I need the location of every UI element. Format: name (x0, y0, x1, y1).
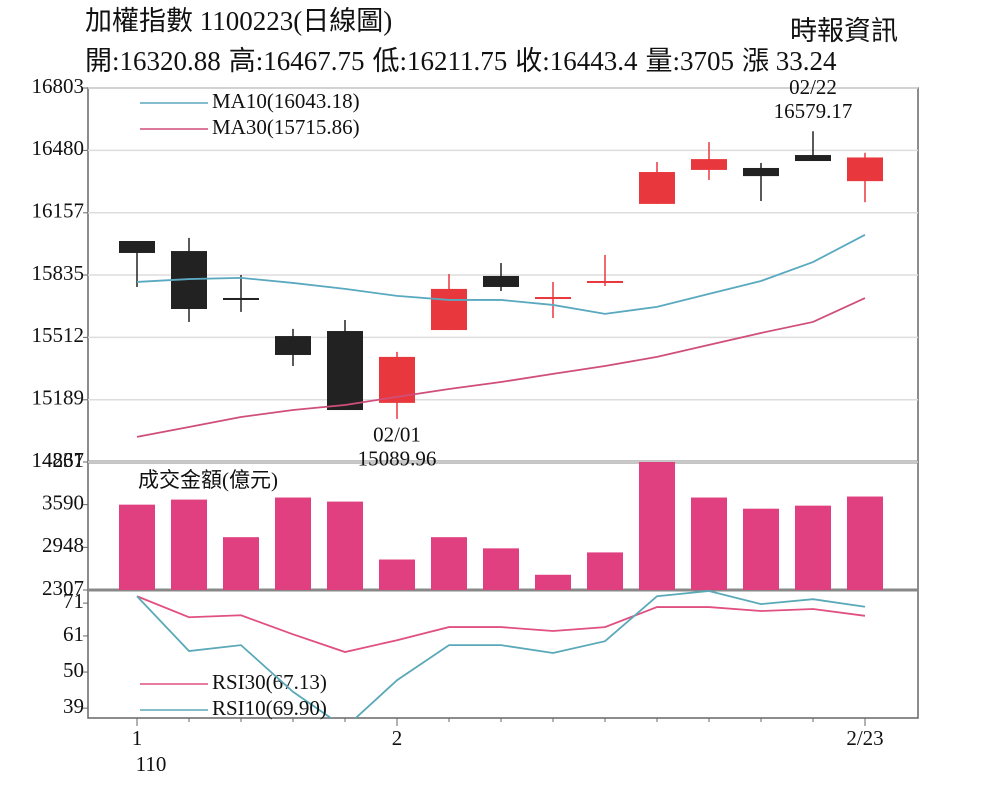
y-tick-label: 50 (63, 658, 84, 682)
bar (223, 537, 259, 590)
candle-body (847, 157, 883, 182)
bar (483, 548, 519, 590)
bar (535, 574, 571, 590)
series-line (136, 590, 866, 718)
candle-body (743, 167, 779, 177)
legend-label: MA10(16043.18) (212, 89, 360, 113)
bar (847, 496, 883, 590)
annotation-date: 02/01 (373, 423, 421, 447)
candle-body (275, 336, 311, 355)
bar (691, 497, 727, 590)
bar (379, 559, 415, 590)
series-line (136, 233, 866, 315)
y-tick-label: 16157 (32, 199, 85, 223)
y-tick-label: 71 (63, 589, 84, 613)
stat: 收:16443.4 (515, 46, 638, 76)
annotation-value: 15089.96 (358, 447, 437, 471)
y-tick-label: 16803 (32, 74, 85, 98)
y-tick-label: 15835 (32, 261, 85, 285)
stat: 漲 33.24 (742, 46, 837, 76)
candle-body (327, 331, 363, 411)
candle-body (119, 241, 155, 253)
bar (431, 537, 467, 590)
bar (743, 508, 779, 590)
bar (795, 505, 831, 590)
y-tick-label: 61 (63, 622, 84, 646)
y-tick-label: 2307 (42, 576, 84, 600)
stat: 高:16467.75 (229, 46, 365, 76)
legend-label: RSI30(67.13) (212, 670, 327, 694)
candle-body (795, 155, 831, 162)
annotation-date: 02/22 (789, 75, 837, 99)
x-tick-label: 2/23 (846, 726, 883, 750)
stat: 量:3705 (646, 46, 735, 76)
x-tick-label: 2 (392, 726, 403, 750)
y-tick-label: 2948 (42, 533, 84, 557)
y-tick-label: 16480 (32, 136, 85, 160)
stats: 開:16320.88 高:16467.75 低:16211.75 收:16443.4 量… (85, 46, 837, 76)
stat: 低:16211.75 (373, 46, 508, 76)
annotation-value: 16579.17 (774, 99, 853, 123)
bar (119, 504, 155, 590)
y-tick-label: 15189 (32, 386, 85, 410)
source: 時報資訊 (790, 16, 898, 46)
x-tick-label: 1 (132, 726, 143, 750)
candle-body (587, 280, 623, 283)
candle-body (431, 288, 467, 331)
candle-body (483, 275, 519, 287)
bar (171, 499, 207, 590)
legend-label: RSI10(69.90) (212, 696, 327, 720)
y-tick-label: 4231 (42, 448, 84, 472)
candle-body (223, 297, 259, 300)
series-line (136, 297, 866, 438)
candle-body (691, 159, 727, 170)
legend-label: MA30(15715.86) (212, 115, 360, 139)
y-tick-label: 3590 (42, 490, 84, 514)
bar (639, 462, 675, 590)
y-tick-label: 39 (63, 694, 84, 718)
y-tick-label: 15512 (32, 323, 85, 347)
page-title: 加權指數 1100223(日線圖) (85, 6, 392, 36)
x-sublabel: 110 (136, 752, 167, 776)
y-tick-label: 14867 (32, 448, 85, 472)
candle-body (639, 172, 675, 204)
series-line (136, 595, 866, 653)
bar (275, 497, 311, 590)
bar (327, 501, 363, 590)
candle-body (535, 297, 571, 300)
bar (587, 552, 623, 590)
panel-title: 成交金額(億元) (138, 468, 278, 492)
stat: 開:16320.88 (85, 46, 221, 76)
